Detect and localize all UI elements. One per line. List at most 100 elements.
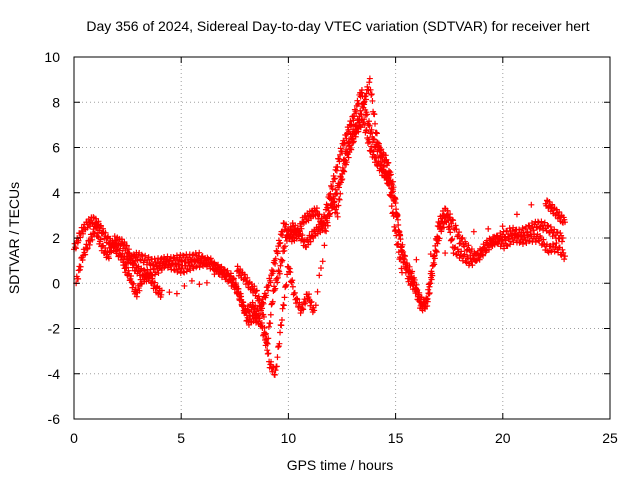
data-point — [311, 307, 318, 314]
data-point — [277, 329, 284, 336]
data-point — [468, 246, 475, 253]
data-point — [170, 254, 177, 261]
data-point — [276, 340, 283, 347]
data-point — [123, 242, 130, 249]
data-point — [395, 240, 402, 247]
data-point — [283, 281, 290, 288]
data-point — [560, 249, 567, 256]
data-point — [273, 363, 280, 370]
data-point — [445, 226, 452, 233]
data-point — [399, 269, 406, 276]
data-point — [277, 262, 284, 269]
y-tick-label: 0 — [52, 275, 60, 291]
data-point — [211, 271, 218, 278]
data-point — [399, 247, 406, 254]
data-point — [346, 143, 353, 150]
data-point — [329, 178, 336, 185]
data-point — [426, 283, 433, 290]
data-point — [99, 225, 106, 232]
data-point — [446, 223, 453, 230]
data-point — [229, 279, 236, 286]
axis-ticks — [73, 56, 611, 420]
data-point — [226, 272, 233, 279]
x-tick-label: 5 — [177, 430, 185, 446]
data-point — [355, 117, 362, 124]
data-point — [119, 250, 126, 257]
data-point — [258, 319, 265, 326]
data-point — [394, 211, 401, 218]
data-point — [196, 249, 203, 256]
data-point — [84, 245, 91, 252]
data-point — [328, 196, 335, 203]
x-axis-label: GPS time / hours — [287, 457, 394, 473]
data-point — [357, 107, 364, 114]
data-point — [95, 229, 102, 236]
x-tick-labels: 0 5 10 15 20 25 — [70, 430, 618, 446]
data-point — [431, 261, 438, 268]
data-point — [370, 151, 377, 158]
data-point — [128, 253, 135, 260]
data-point — [274, 274, 281, 281]
data-point — [429, 262, 436, 269]
data-point — [269, 298, 276, 305]
data-point — [317, 265, 324, 272]
data-point — [75, 275, 82, 282]
data-point — [390, 213, 397, 220]
data-point — [379, 166, 386, 173]
data-point — [262, 330, 269, 337]
data-point — [372, 120, 379, 127]
data-point — [260, 313, 267, 320]
data-point — [75, 237, 82, 244]
data-point — [72, 244, 79, 251]
data-point — [361, 116, 368, 123]
data-point — [275, 267, 282, 274]
data-point — [86, 241, 93, 248]
data-point — [366, 118, 373, 125]
data-point — [77, 263, 84, 270]
data-point — [359, 100, 366, 107]
data-point — [344, 148, 351, 155]
data-point — [433, 248, 440, 255]
data-point — [341, 157, 348, 164]
chart-title: Day 356 of 2024, Sidereal Day-to-day VTE… — [86, 18, 589, 34]
data-point — [339, 167, 346, 174]
data-point — [268, 301, 275, 308]
data-point — [362, 112, 369, 119]
data-point — [375, 140, 382, 147]
data-point — [305, 294, 312, 301]
data-point — [381, 162, 388, 169]
data-point — [329, 185, 336, 192]
x-tick-label: 0 — [70, 430, 78, 446]
data-point — [166, 289, 173, 296]
data-point — [278, 316, 285, 323]
data-point — [336, 158, 343, 165]
data-point — [77, 266, 84, 273]
data-point — [155, 270, 162, 277]
data-point — [413, 288, 420, 295]
data-point — [235, 285, 242, 292]
data-point — [312, 302, 319, 309]
data-point — [470, 228, 477, 235]
data-point — [540, 236, 547, 243]
data-point — [507, 241, 514, 248]
data-point — [348, 134, 355, 141]
data-point — [393, 232, 400, 239]
data-point — [451, 245, 458, 252]
data-point — [409, 268, 416, 275]
data-point — [402, 263, 409, 270]
y-tick-label: 8 — [52, 94, 60, 110]
data-point — [286, 265, 293, 272]
data-point — [196, 264, 203, 271]
data-point — [251, 283, 258, 290]
data-point — [233, 282, 240, 289]
data-point — [327, 190, 334, 197]
data-point — [375, 158, 382, 165]
data-point — [285, 264, 292, 271]
data-point — [375, 143, 382, 150]
data-point — [332, 186, 339, 193]
data-point — [386, 182, 393, 189]
data-point — [478, 251, 485, 258]
data-point — [102, 244, 109, 251]
data-point — [241, 271, 248, 278]
data-point — [237, 266, 244, 273]
